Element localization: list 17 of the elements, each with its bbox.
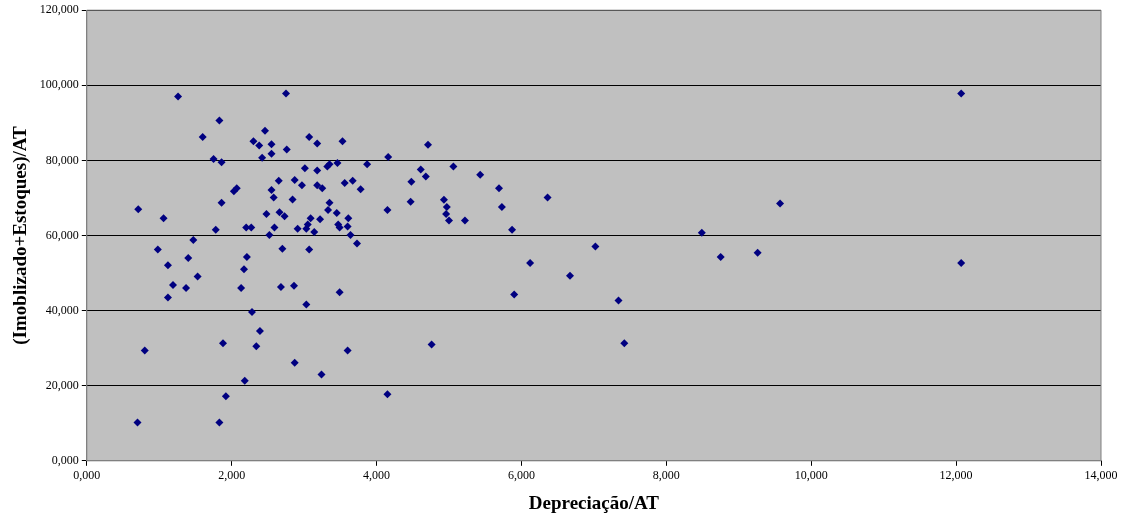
x-tick-label: 10,000 [794, 468, 828, 483]
y-tick-label: 0,000 [51, 452, 79, 467]
x-tick-label: 6,000 [507, 468, 535, 483]
x-axis-title: Depreciação/AT [528, 491, 660, 513]
x-tick-label: 0,000 [73, 468, 101, 483]
x-tick-label: 12,000 [939, 468, 973, 483]
y-tick-label: 20,000 [45, 377, 79, 392]
y-axis-title: (Imoblizado+Estoques)/AT [9, 125, 32, 345]
x-tick-label: 2,000 [218, 468, 246, 483]
x-tick-label: 4,000 [363, 468, 391, 483]
y-tick-label: 40,000 [45, 302, 79, 317]
y-tick-label: 100,000 [39, 77, 79, 92]
y-tick-label: 60,000 [45, 227, 79, 242]
x-tick-label: 14,000 [1084, 468, 1118, 483]
y-tick-label: 80,000 [45, 152, 79, 167]
y-tick-label: 120,000 [39, 2, 79, 17]
x-tick-label: 8,000 [652, 468, 680, 483]
